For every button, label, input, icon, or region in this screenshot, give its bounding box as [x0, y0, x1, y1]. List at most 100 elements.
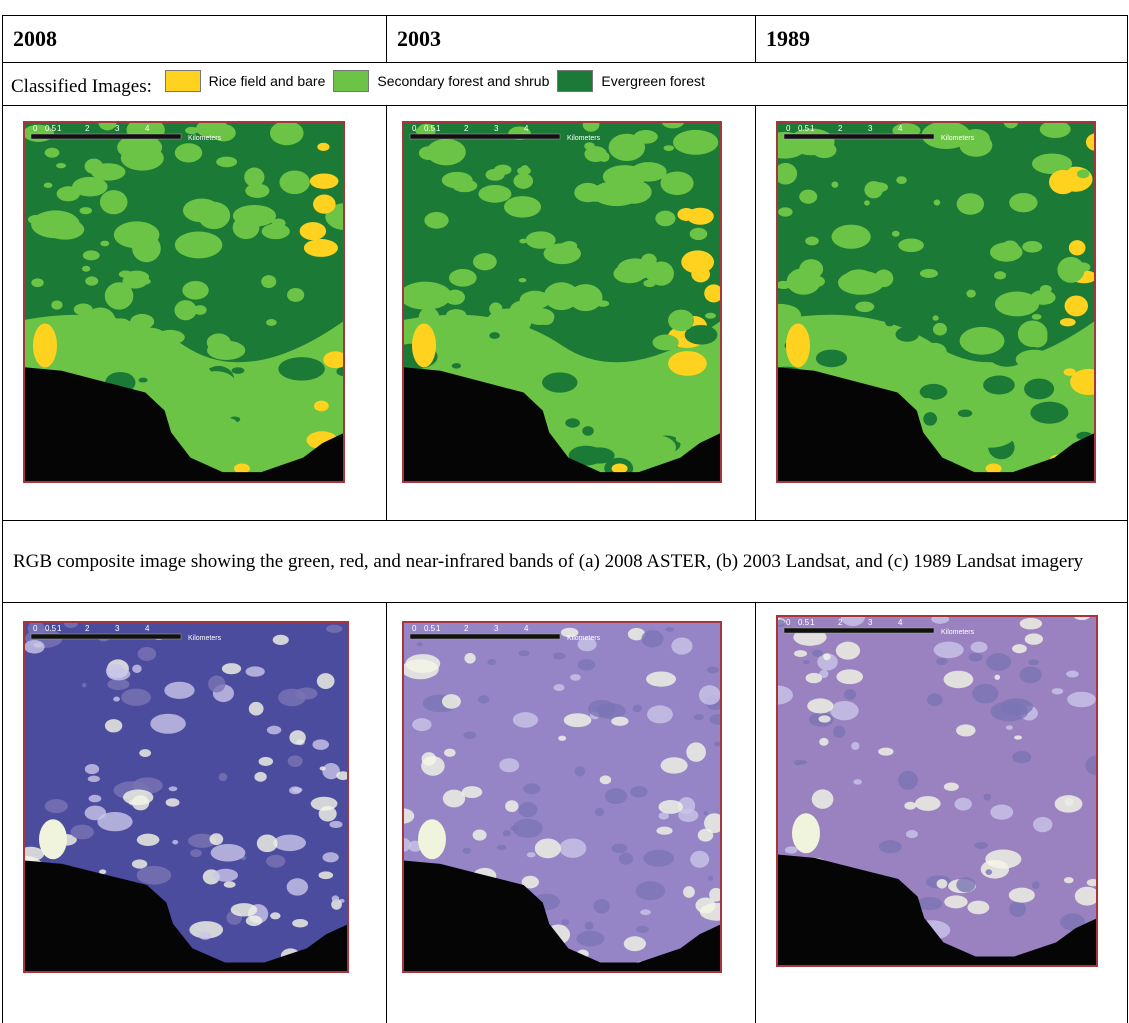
land-patch	[82, 266, 90, 272]
year: 2008	[3, 16, 387, 63]
land-patch	[273, 635, 289, 645]
land-patch	[569, 284, 603, 311]
land-patch	[812, 650, 823, 657]
land-patch	[981, 860, 1009, 879]
land-patch	[244, 168, 264, 187]
scale-label: 1	[436, 124, 441, 133]
land-patch	[1060, 318, 1076, 326]
land-patch	[635, 435, 676, 460]
land-patch	[57, 186, 80, 201]
land-patch	[332, 895, 340, 902]
land-patch	[986, 653, 1011, 671]
land-patch	[169, 786, 178, 791]
land-patch	[600, 775, 611, 784]
land-patch	[100, 241, 109, 247]
land-patch	[463, 848, 471, 854]
land-patch	[460, 360, 473, 368]
scale-label: 4	[145, 124, 150, 133]
land-patch	[113, 697, 120, 702]
land-patch	[686, 742, 706, 761]
land-patch	[523, 783, 540, 794]
land-patch	[1045, 441, 1053, 446]
scale-label: 1	[436, 624, 441, 633]
land-patch	[1014, 735, 1022, 739]
land-patch	[56, 163, 66, 168]
land-patch	[326, 625, 342, 633]
land-patch	[944, 895, 967, 908]
land-patch	[1032, 881, 1040, 889]
land-patch	[304, 239, 338, 257]
land-patch	[1009, 193, 1037, 212]
land-patch	[651, 366, 671, 376]
land-patch	[1067, 692, 1096, 708]
land-patch	[637, 460, 644, 467]
land-patch	[1022, 241, 1042, 253]
land-patch	[561, 919, 569, 925]
land-patch	[213, 869, 238, 882]
land-patch	[834, 319, 866, 338]
land-patch	[898, 238, 924, 252]
land-patch	[485, 169, 504, 181]
land-patch	[641, 630, 663, 647]
land-patch	[927, 693, 943, 706]
land-patch	[95, 339, 129, 357]
land-patch	[24, 640, 45, 654]
land-patch	[329, 821, 342, 828]
land-patch	[658, 800, 683, 814]
land-patch	[518, 802, 537, 817]
land-patch	[934, 199, 941, 205]
land-patch	[980, 423, 992, 434]
land-patch	[704, 811, 708, 815]
land-patch	[426, 139, 465, 166]
land-patch	[442, 694, 461, 709]
bright-patch	[792, 813, 820, 853]
land-patch	[974, 842, 987, 849]
land-patch	[318, 871, 333, 879]
land-patch	[199, 932, 212, 940]
land-patch	[232, 367, 245, 374]
land-patch	[503, 830, 511, 837]
land-patch	[31, 210, 80, 238]
land-patch	[969, 653, 983, 662]
land-patch	[246, 916, 262, 927]
land-patch	[836, 669, 863, 684]
land-patch	[592, 181, 641, 206]
legend-label: Classified Images:	[11, 76, 152, 97]
land-patch	[100, 190, 128, 214]
land-patch	[584, 447, 615, 463]
land-patch	[473, 829, 487, 840]
land-patch	[1049, 170, 1077, 194]
land-patch	[1077, 169, 1089, 178]
land-patch	[1040, 121, 1071, 138]
land-patch	[300, 222, 326, 240]
land-patch	[51, 300, 62, 309]
land-patch	[920, 269, 938, 278]
land-patch	[123, 790, 153, 806]
land-patch	[923, 339, 928, 344]
land-patch	[489, 302, 502, 315]
land-patch	[463, 732, 476, 739]
land-patch	[656, 827, 672, 835]
land-patch	[44, 183, 53, 188]
land-patch	[671, 638, 692, 655]
land-patch	[936, 658, 947, 665]
scale-label: 4	[524, 124, 529, 133]
scale-bar	[410, 634, 560, 639]
land-patch	[608, 320, 637, 342]
land-patch	[1057, 257, 1084, 283]
land-patch	[906, 830, 918, 838]
land-patch	[487, 659, 496, 665]
land-patch	[958, 409, 972, 417]
land-patch	[838, 271, 884, 295]
rice-patch	[786, 323, 810, 367]
scale-label: 0	[412, 624, 417, 633]
land-patch	[778, 207, 793, 216]
scale-label: 3	[115, 624, 120, 633]
land-patch	[1032, 314, 1042, 320]
land-patch	[406, 654, 441, 673]
scale-unit: Kilometers	[941, 135, 975, 142]
